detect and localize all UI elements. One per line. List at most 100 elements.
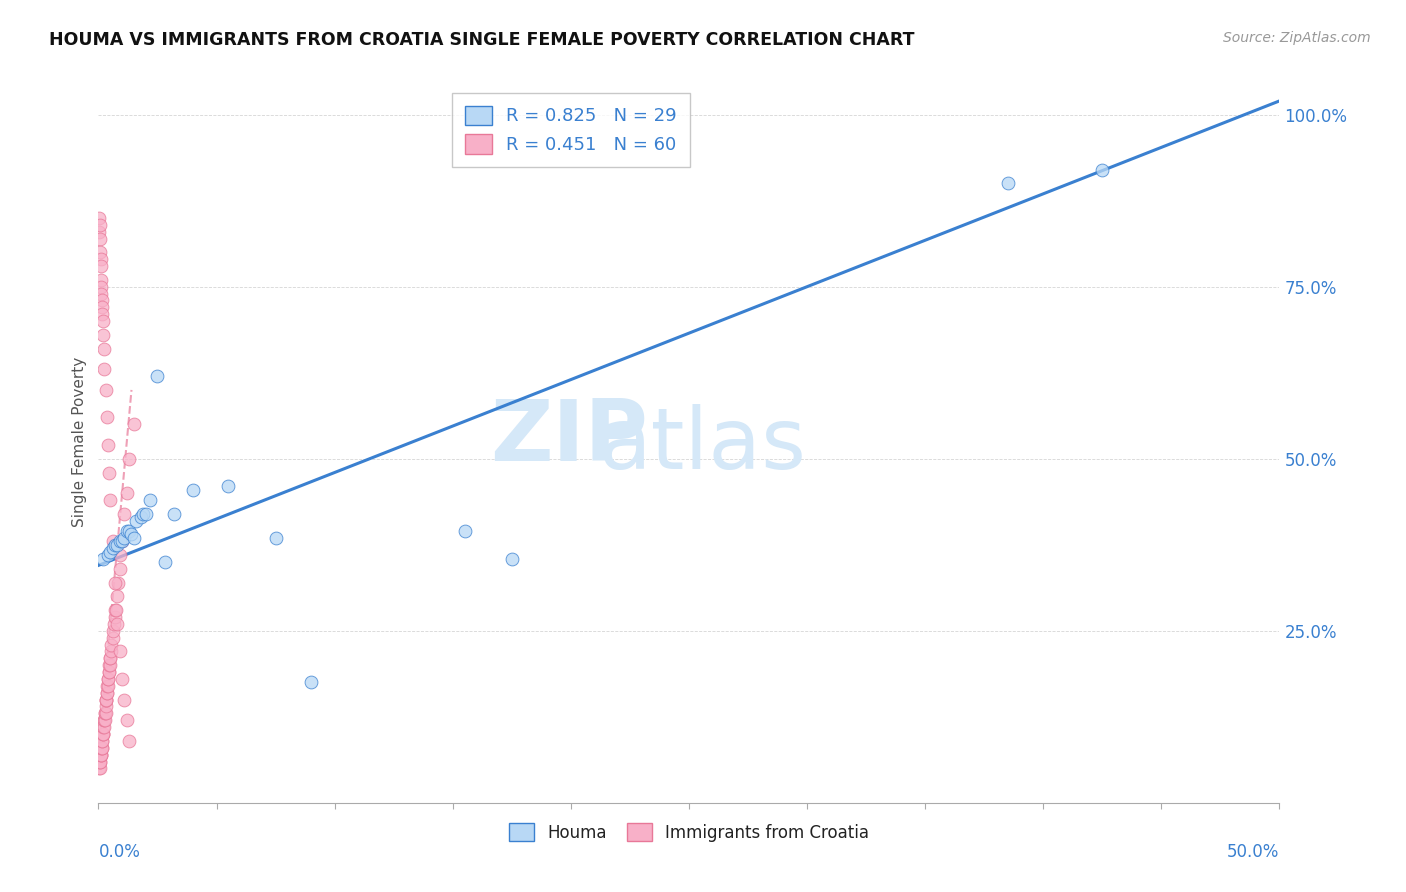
- Point: [97, 672, 120, 686]
- Point: [105, 616, 128, 631]
- Text: Source: ZipAtlas.com: Source: ZipAtlas.com: [1223, 31, 1371, 45]
- Point: [100, 644, 122, 658]
- Point: [105, 538, 128, 552]
- Point: [108, 644, 131, 658]
- Point: [94, 692, 117, 706]
- Point: [97, 438, 120, 452]
- Point: [98, 665, 121, 679]
- Point: [105, 603, 128, 617]
- Legend: Houma, Immigrants from Croatia: Houma, Immigrants from Croatia: [502, 817, 876, 848]
- Point: [94, 706, 117, 721]
- Point: [89, 755, 111, 769]
- Point: [96, 679, 118, 693]
- Point: [89, 231, 111, 245]
- Point: [93, 720, 115, 734]
- Y-axis label: Single Female Poverty: Single Female Poverty: [72, 357, 87, 526]
- Point: [93, 713, 115, 727]
- Point: [104, 603, 127, 617]
- Point: [89, 225, 111, 239]
- Point: [104, 575, 127, 590]
- Point: [91, 727, 114, 741]
- Point: [90, 740, 112, 755]
- Point: [163, 507, 186, 521]
- Point: [98, 658, 121, 673]
- Point: [125, 514, 148, 528]
- Point: [89, 747, 111, 762]
- Point: [112, 507, 135, 521]
- Point: [97, 548, 120, 562]
- Point: [115, 713, 138, 727]
- Point: [97, 665, 120, 679]
- Point: [217, 479, 239, 493]
- Point: [90, 747, 112, 762]
- Point: [96, 410, 118, 425]
- Point: [89, 761, 111, 775]
- Point: [98, 466, 121, 480]
- Point: [100, 638, 122, 652]
- Point: [101, 541, 124, 556]
- Point: [90, 740, 112, 755]
- Point: [96, 686, 118, 700]
- Point: [98, 493, 121, 508]
- Point: [90, 273, 112, 287]
- Text: ZIP: ZIP: [489, 396, 648, 479]
- Point: [91, 301, 114, 315]
- Point: [91, 727, 114, 741]
- Point: [112, 531, 135, 545]
- Point: [90, 747, 112, 762]
- Point: [90, 279, 112, 293]
- Point: [122, 531, 145, 545]
- Text: atlas: atlas: [599, 404, 807, 487]
- Point: [997, 177, 1019, 191]
- Point: [87, 761, 110, 775]
- Point: [91, 327, 114, 342]
- Point: [97, 672, 120, 686]
- Point: [139, 493, 162, 508]
- Point: [89, 211, 111, 225]
- Point: [111, 534, 134, 549]
- Point: [96, 686, 118, 700]
- Point: [115, 486, 138, 500]
- Text: HOUMA VS IMMIGRANTS FROM CROATIA SINGLE FEMALE POVERTY CORRELATION CHART: HOUMA VS IMMIGRANTS FROM CROATIA SINGLE …: [49, 31, 915, 49]
- Point: [98, 658, 121, 673]
- Text: 50.0%: 50.0%: [1227, 843, 1279, 861]
- Point: [181, 483, 204, 497]
- Point: [89, 755, 111, 769]
- Point: [129, 510, 152, 524]
- Point: [1091, 162, 1114, 177]
- Point: [108, 534, 131, 549]
- Point: [107, 575, 129, 590]
- Point: [93, 362, 115, 376]
- Point: [90, 740, 112, 755]
- Point: [121, 527, 143, 541]
- Point: [101, 624, 124, 638]
- Point: [111, 534, 134, 549]
- Point: [93, 720, 115, 734]
- Text: 0.0%: 0.0%: [98, 843, 141, 861]
- Point: [91, 727, 114, 741]
- Point: [135, 507, 157, 521]
- Point: [118, 734, 141, 748]
- Point: [299, 675, 322, 690]
- Point: [103, 616, 125, 631]
- Point: [93, 713, 115, 727]
- Point: [108, 562, 131, 576]
- Point: [100, 651, 122, 665]
- Point: [91, 307, 114, 321]
- Point: [93, 342, 115, 356]
- Point: [453, 524, 475, 538]
- Point: [90, 252, 112, 267]
- Point: [101, 534, 124, 549]
- Point: [96, 692, 118, 706]
- Point: [111, 672, 134, 686]
- Point: [264, 531, 287, 545]
- Point: [153, 555, 176, 569]
- Point: [98, 651, 121, 665]
- Point: [105, 590, 128, 604]
- Point: [94, 706, 117, 721]
- Point: [97, 679, 120, 693]
- Point: [101, 631, 124, 645]
- Point: [108, 548, 131, 562]
- Point: [89, 245, 111, 260]
- Point: [115, 524, 138, 538]
